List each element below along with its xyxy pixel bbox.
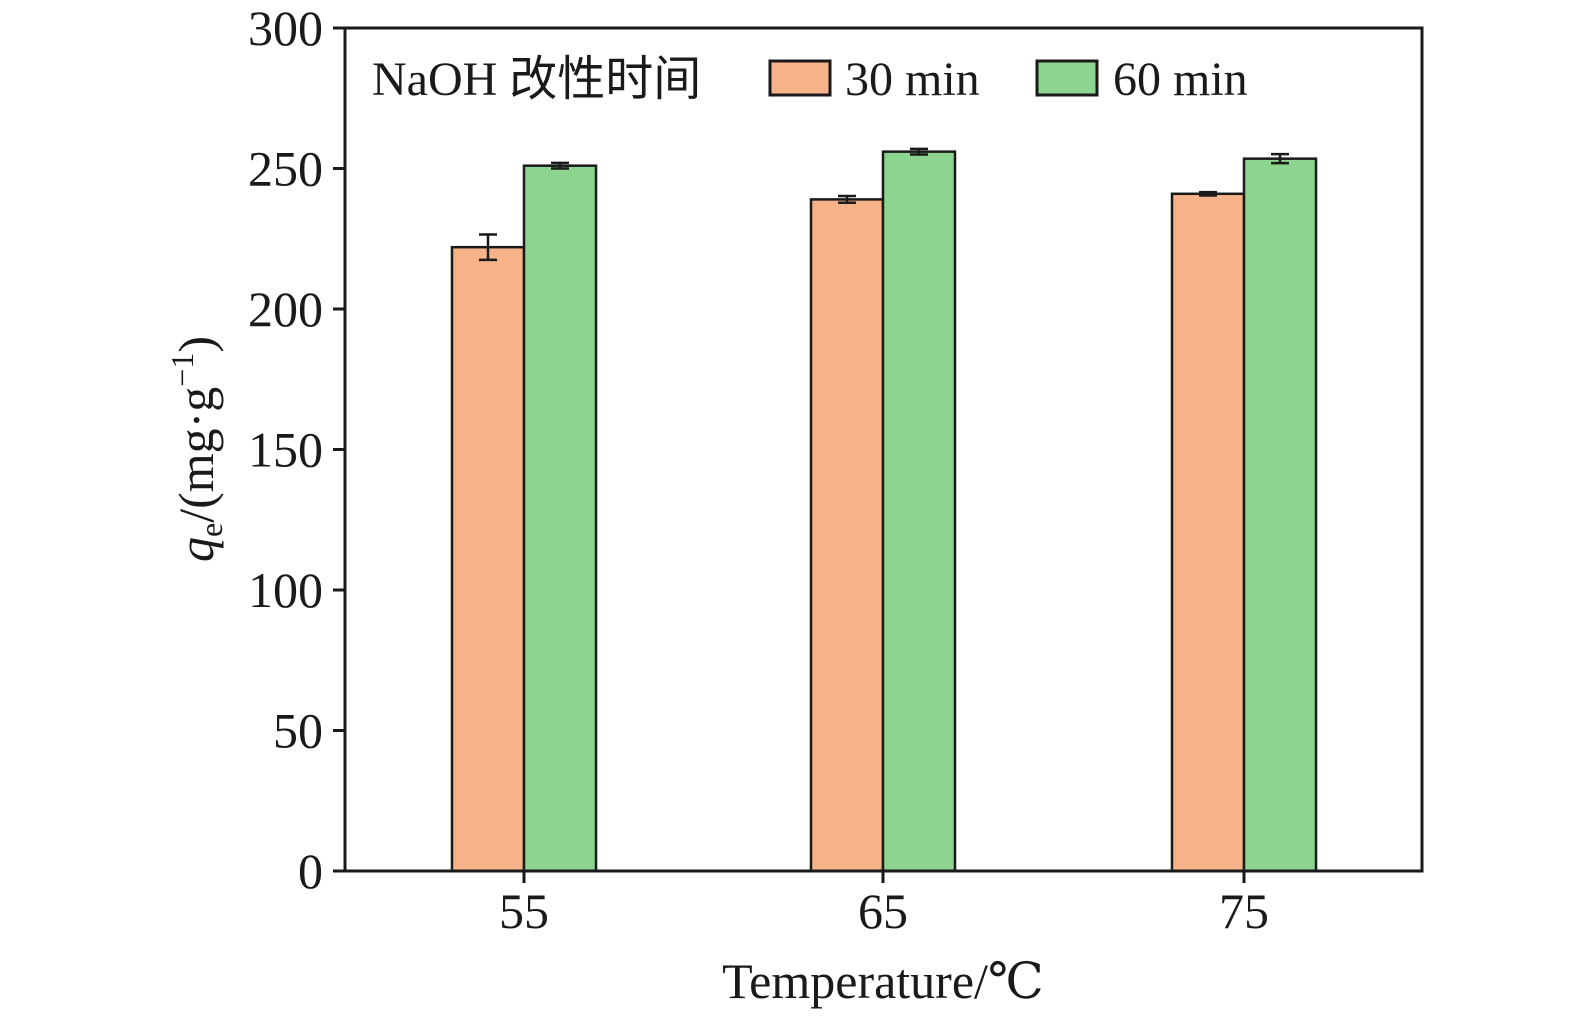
bar-60min-65: [881, 150, 957, 873]
error-bar-60min-65: [910, 147, 928, 156]
y-axis-title-unit: /(mg·g: [168, 387, 224, 523]
y-axis-title-symbol: q: [168, 537, 224, 562]
bar-30min-75: [1170, 192, 1246, 873]
y-axis-title-close: ): [168, 336, 224, 353]
legend-swatch-30min: [768, 59, 832, 97]
y-tick-label-50: 50: [273, 703, 323, 759]
x-axis-ticks: 55 65 75: [499, 871, 1269, 939]
y-axis-title-subscript: e: [193, 523, 229, 537]
error-bar-60min-55: [551, 161, 569, 170]
bar-60min-55: [522, 164, 598, 873]
legend-swatch-60min: [1035, 59, 1099, 97]
bar-30min-65: [809, 198, 885, 873]
legend-title: NaOH 改性时间: [372, 53, 701, 106]
y-axis-title-unit-sup: −1: [164, 353, 200, 387]
legend-label-60min: 60 min: [1113, 53, 1248, 106]
x-tick-label-55: 55: [499, 883, 549, 939]
x-axis-title: Temperature/℃: [722, 953, 1044, 1009]
y-tick-label-0: 0: [298, 843, 323, 899]
legend: NaOH 改性时间 30 min 60 min: [372, 53, 1248, 106]
y-tick-label-200: 200: [248, 281, 323, 337]
bars-layer: [450, 147, 1318, 873]
x-tick-label-65: 65: [858, 883, 908, 939]
y-tick-label-150: 150: [248, 422, 323, 478]
legend-label-30min: 30 min: [845, 53, 980, 106]
y-axis-title: qe/(mg·g−1): [164, 336, 229, 562]
error-bar-30min-65: [838, 194, 856, 205]
y-axis-ticks: 0 50 100 150 200 250 300: [248, 0, 345, 899]
bar-60min-75: [1242, 157, 1318, 873]
error-bar-30min-75: [1199, 190, 1217, 197]
y-tick-label-300: 300: [248, 0, 323, 56]
bar-30min-55: [450, 245, 526, 873]
y-tick-label-250: 250: [248, 141, 323, 197]
x-tick-label-75: 75: [1219, 883, 1269, 939]
error-bar-60min-75: [1271, 152, 1289, 165]
y-tick-label-100: 100: [248, 562, 323, 618]
error-bar-30min-55: [479, 233, 497, 262]
plot-frame: [343, 26, 1424, 873]
